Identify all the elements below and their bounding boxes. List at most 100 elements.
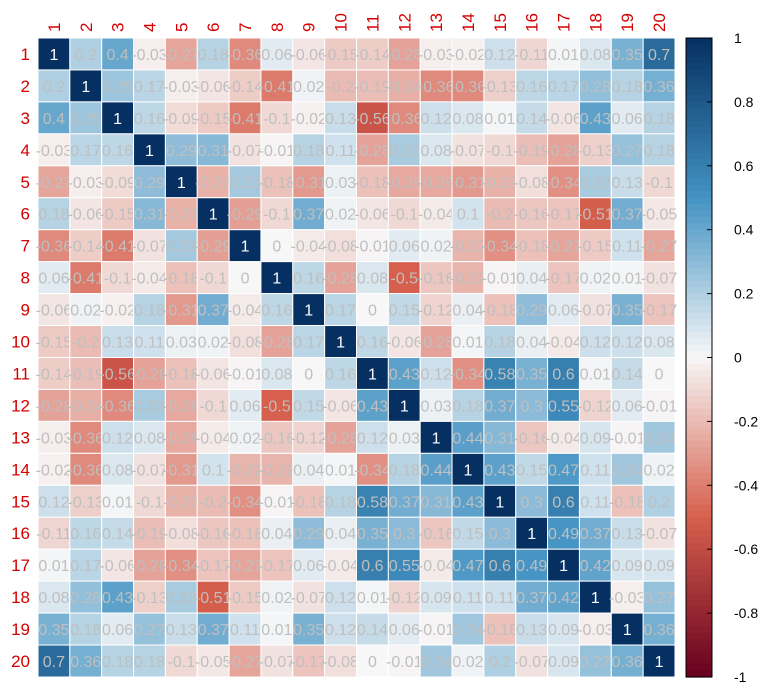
heatmap-cell-r10-c9: [292, 325, 326, 358]
heatmap-cell-r13-c13: [419, 420, 453, 454]
heatmap-cell-r10-c20: [642, 325, 676, 358]
cell-value-label: 0.2: [75, 47, 97, 64]
heatmap-cell-r4-c14: [451, 133, 485, 167]
cell-value-label: 0.08: [134, 430, 165, 447]
cell-value-label: -0.07: [450, 143, 487, 160]
colorbar-segment: [686, 63, 712, 71]
cell-value-label: -0.28: [322, 430, 359, 447]
cell-value-label: 0.12: [102, 430, 133, 447]
colorbar-tick-label: 0.8: [734, 94, 754, 110]
cell-value-label: -0.23: [163, 207, 200, 224]
cell-value-label: 0.17: [70, 558, 101, 575]
cell-value-label: -0.23: [482, 175, 519, 192]
cell-value-label: 0.12: [357, 430, 388, 447]
cell-value-label: -0.01: [227, 366, 264, 383]
cell-value-label: 0.13: [612, 175, 643, 192]
heatmap-cell-r20-c8: [260, 644, 294, 678]
cell-value-label: -0.07: [513, 654, 550, 671]
heatmap-cell-r7-c5: [164, 229, 198, 263]
heatmap-cell-r14-c7: [228, 452, 262, 486]
cell-value-label: 0.11: [453, 590, 483, 607]
cell-value-label: 0.08: [421, 143, 452, 160]
colorbar-segment: [686, 555, 712, 563]
colorbar-tick-label: 0: [734, 350, 742, 366]
heatmap-cell-r11-c10: [324, 357, 357, 390]
column-label-11: 11: [363, 14, 382, 32]
heatmap-cell-r14-c3: [101, 452, 135, 486]
heatmap-cell-r1-c6: [196, 37, 230, 71]
cell-value-label: 0.18: [484, 335, 515, 352]
colorbar-segment: [686, 466, 712, 474]
cell-value-label: 0.47: [452, 558, 483, 575]
heatmap-cell-r5-c7: [228, 165, 262, 199]
cell-value-label: 0.35: [612, 303, 643, 320]
cell-value-label: -0.36: [386, 111, 423, 128]
cell-value-label: 0.24: [421, 654, 452, 671]
heatmap-cell-r16-c7: [228, 516, 262, 550]
cell-value-label: 0.29: [166, 143, 197, 160]
heatmap-cell-r5-c6: [196, 165, 230, 199]
heatmap-cell-r17-c15: [483, 548, 517, 582]
heatmap-cell-r10-c18: [578, 325, 612, 358]
heatmap-cell-r18-c15: [483, 580, 517, 614]
colorbar-segment: [686, 216, 712, 224]
cell-value-label: 0.06: [389, 239, 420, 256]
heatmap-cell-r14-c1: [37, 452, 71, 486]
cell-value-label: 0.18: [643, 111, 674, 128]
cell-value-label: -0.26: [163, 430, 200, 447]
cell-value-label: -0.13: [131, 590, 168, 607]
cell-value-label: -0.36: [99, 398, 136, 415]
heatmap-cell-r1-c8: [260, 37, 294, 71]
heatmap-cell-r8-c9: [292, 261, 326, 295]
heatmap-cell-r20-c11: [356, 644, 389, 678]
colorbar-segment: [686, 312, 712, 320]
heatmap-cell-r6-c1: [37, 197, 71, 231]
column-label-2: 2: [77, 23, 96, 32]
cell-value-label: -0.28: [418, 335, 455, 352]
heatmap-cell-r16-c18: [578, 516, 612, 550]
heatmap-cell-r15-c18: [578, 484, 612, 518]
cell-value-label: 0.37: [580, 526, 611, 543]
heatmap-cell-r19-c20: [642, 612, 676, 646]
cell-value-label: -0.41: [99, 239, 136, 256]
cell-value-label: 0.13: [612, 526, 643, 543]
cell-value-label: -0.04: [195, 430, 232, 447]
cell-value-label: -0.18: [609, 494, 646, 511]
cell-value-label: -0.04: [545, 335, 582, 352]
heatmap-cell-r14-c2: [69, 452, 103, 486]
cell-value-label: 1: [113, 111, 122, 128]
row-label-18: 18: [11, 588, 30, 607]
cell-value-label: 1: [304, 303, 313, 320]
colorbar-segment: [686, 485, 712, 493]
heatmap-cell-r9-c20: [642, 293, 676, 327]
cell-value-label: 0.6: [361, 558, 383, 575]
cell-value-label: 0.11: [326, 143, 356, 160]
cell-value-label: -0.17: [290, 654, 327, 671]
colorbar-segment: [686, 351, 712, 359]
cell-value-label: 0.55: [548, 398, 579, 415]
cell-value-label: -0.28: [386, 47, 423, 64]
cell-value-label: -0.14: [227, 79, 264, 96]
cell-value-label: 0.06: [612, 398, 643, 415]
cell-value-label: 0.06: [548, 303, 579, 320]
cell-value-label: 0.03: [325, 175, 356, 192]
colorbar-segment: [686, 38, 712, 45]
cell-value-label: -0.26: [418, 175, 455, 192]
colorbar-segment: [686, 338, 712, 346]
cell-value-label: -0.22: [259, 462, 296, 479]
heatmap-cell-r20-c16: [515, 644, 549, 678]
cell-value-label: 0.58: [357, 494, 388, 511]
heatmap-cell-r9-c6: [196, 293, 230, 327]
heatmap-cell-r20-c3: [101, 644, 135, 678]
cell-value-label: 0.03: [166, 335, 197, 352]
cell-value-label: 0.14: [612, 366, 643, 383]
cell-value-label: 0.11: [135, 335, 165, 352]
heatmap-cell-r15-c17: [547, 484, 580, 518]
heatmap-cell-r5-c2: [69, 165, 103, 199]
colorbar-segment: [686, 459, 712, 467]
cell-value-label: -0.16: [259, 430, 296, 447]
heatmap-cell-r17-c4: [133, 548, 166, 582]
cell-value-label: 0.35: [357, 526, 388, 543]
row-label-14: 14: [11, 460, 30, 479]
cell-value-label: 0.36: [612, 654, 643, 671]
